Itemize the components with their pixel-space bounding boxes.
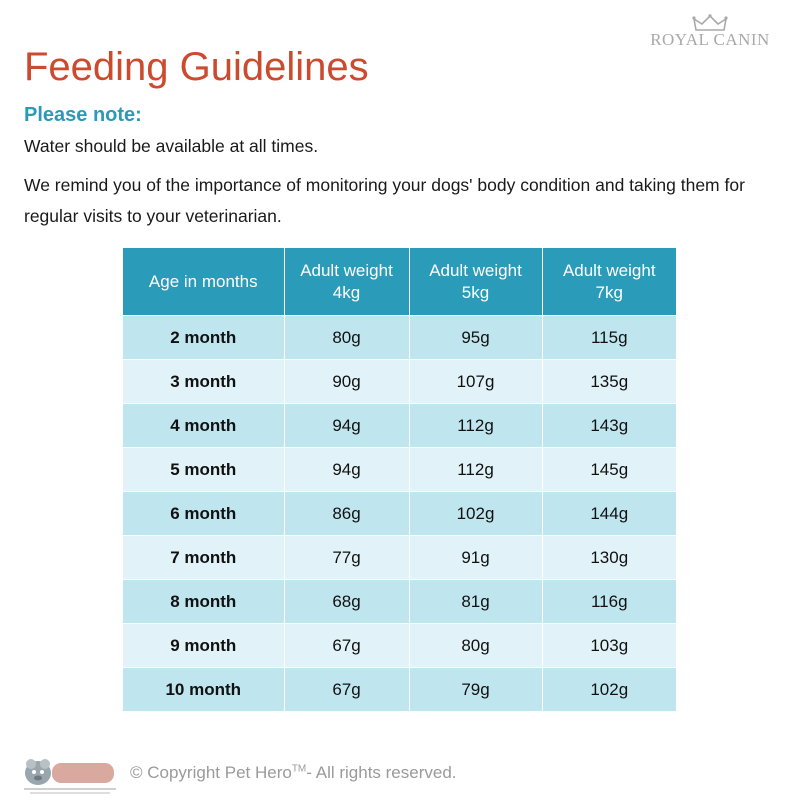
amount-cell-5kg: 112g: [409, 403, 543, 448]
brand-name: ROYAL CANIN: [650, 30, 770, 49]
brand-logo: ROYAL CANIN: [640, 14, 780, 50]
amount-cell-7kg: 145g: [542, 447, 676, 492]
table-row: 9 month 67g 80g 103g: [123, 623, 676, 668]
table-row: 2 month 80g 95g 115g: [123, 315, 676, 360]
table-row: 8 month 68g 81g 116g: [123, 579, 676, 624]
header-weight-7kg: Adult weight 7kg: [542, 248, 676, 316]
amount-cell-4kg: 86g: [284, 491, 410, 536]
amount-cell-5kg: 102g: [409, 491, 543, 536]
age-cell: 6 month: [123, 491, 285, 536]
header-weight-value: 5kg: [461, 282, 490, 302]
header-weight-value: 7kg: [595, 282, 623, 302]
amount-cell-5kg: 80g: [409, 623, 543, 668]
crown-icon: [692, 14, 728, 31]
amount-cell-7kg: 115g: [542, 315, 676, 360]
amount-cell-5kg: 79g: [409, 667, 543, 711]
age-cell: 8 month: [123, 579, 285, 624]
amount-cell-7kg: 102g: [542, 667, 676, 711]
age-cell: 9 month: [123, 623, 285, 668]
copyright-suffix: - All rights reserved.: [306, 763, 457, 782]
age-cell: 4 month: [123, 403, 285, 448]
age-cell: 3 month: [123, 359, 285, 404]
amount-cell-4kg: 77g: [284, 535, 410, 580]
table-row: 6 month 86g 102g 144g: [123, 491, 676, 536]
age-cell: 7 month: [123, 535, 285, 580]
amount-cell-5kg: 107g: [409, 359, 543, 404]
header-weight-label: Adult weight: [300, 260, 393, 280]
water-note: Water should be available at all times.: [24, 136, 319, 156]
amount-cell-5kg: 91g: [409, 535, 543, 580]
feeding-table: Age in months Adult weight 4kg Adult wei…: [123, 248, 676, 711]
amount-cell-5kg: 95g: [409, 315, 543, 360]
amount-cell-5kg: 112g: [409, 447, 543, 492]
header-weight-4kg: Adult weight 4kg: [284, 248, 410, 316]
table-row: 3 month 90g 107g 135g: [123, 359, 676, 404]
amount-cell-4kg: 80g: [284, 315, 410, 360]
copyright-notice: © Copyright Pet HeroTM- All rights reser…: [130, 763, 457, 783]
header-weight-5kg: Adult weight 5kg: [409, 248, 543, 316]
table-header-row: Age in months Adult weight 4kg Adult wei…: [123, 248, 676, 316]
amount-cell-4kg: 94g: [284, 403, 410, 448]
age-cell: 10 month: [123, 667, 285, 711]
amount-cell-7kg: 143g: [542, 403, 676, 448]
amount-cell-4kg: 68g: [284, 579, 410, 624]
header-weight-label: Adult weight: [429, 260, 522, 280]
amount-cell-4kg: 94g: [284, 447, 410, 492]
table-row: 7 month 77g 91g 130g: [123, 535, 676, 580]
page-title: Feeding Guidelines: [24, 45, 369, 89]
trademark-mark: TM: [291, 763, 307, 775]
amount-cell-7kg: 130g: [542, 535, 676, 580]
amount-cell-5kg: 81g: [409, 579, 543, 624]
age-cell: 5 month: [123, 447, 285, 492]
note-heading: Please note:: [24, 104, 142, 126]
amount-cell-7kg: 144g: [542, 491, 676, 536]
copyright-prefix: © Copyright Pet Hero: [130, 763, 292, 782]
table-row: 4 month 94g 112g 143g: [123, 403, 676, 448]
header-age-label: Age in months: [148, 271, 258, 291]
age-cell: 2 month: [123, 315, 285, 360]
pet-hero-logo: [22, 756, 118, 796]
amount-cell-7kg: 103g: [542, 623, 676, 668]
header-age: Age in months: [123, 248, 285, 316]
table-row: 10 month 67g 79g 102g: [123, 667, 676, 711]
table-row: 5 month 94g 112g 145g: [123, 447, 676, 492]
amount-cell-7kg: 135g: [542, 359, 676, 404]
amount-cell-4kg: 67g: [284, 667, 410, 711]
amount-cell-4kg: 90g: [284, 359, 410, 404]
monitoring-note: We remind you of the importance of monit…: [24, 175, 745, 226]
amount-cell-4kg: 67g: [284, 623, 410, 668]
pet-hero-mascot-icon: [24, 759, 116, 794]
amount-cell-7kg: 116g: [542, 579, 676, 624]
header-weight-value: 4kg: [332, 282, 361, 302]
header-weight-label: Adult weight: [562, 260, 656, 280]
